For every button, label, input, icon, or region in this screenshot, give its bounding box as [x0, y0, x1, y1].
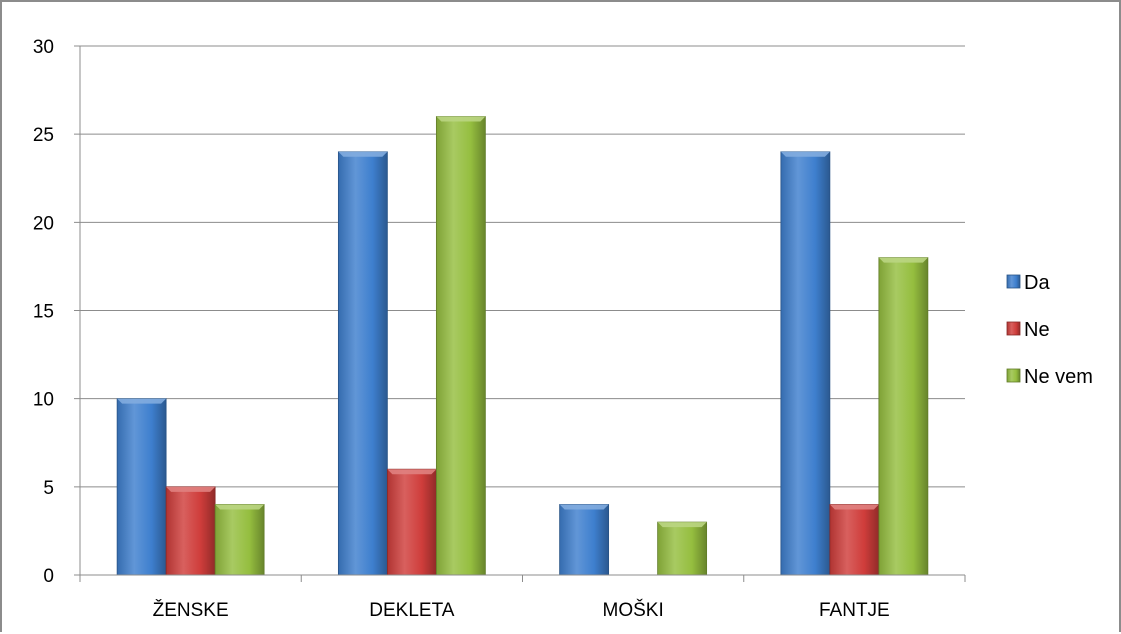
bar-fantje-da [780, 151, 831, 576]
legend-label-ne-vem: Ne vem [1024, 366, 1093, 388]
x-tick-label: DEKLETA [369, 600, 455, 621]
axes [79, 46, 966, 582]
bar-top-bevel [878, 257, 928, 263]
bar-top-bevel [215, 504, 265, 510]
x-tick-label: ŽENSKE [153, 599, 229, 621]
bar-top-bevel [338, 151, 388, 157]
legend-swatch-da [1006, 274, 1021, 289]
bar-top-bevel [166, 486, 216, 492]
legend: Da Ne Ne vem [1006, 272, 1093, 388]
x-tick-label: FANTJE [819, 600, 890, 621]
bar-top-bevel [829, 504, 879, 510]
y-tick-label: 5 [43, 478, 54, 499]
y-tick-label: 0 [43, 566, 54, 587]
legend-label-da: Da [1024, 272, 1050, 294]
bar-top-bevel [559, 504, 609, 510]
y-tick-label: 25 [33, 125, 54, 146]
bar-top-bevel [117, 398, 167, 404]
bar-zenske-ne-vem [214, 504, 265, 576]
x-axis-tick-labels: ŽENSKE DEKLETA MOŠKI FANTJE [153, 599, 890, 621]
bars [116, 116, 929, 576]
bar-moski-da [559, 504, 610, 576]
bar-dekleta-ne [386, 468, 437, 576]
y-tick-label: 15 [33, 302, 54, 323]
bar-top-bevel [657, 522, 707, 528]
bar-zenske-da [116, 398, 167, 576]
y-tick-label: 10 [33, 390, 54, 411]
legend-label-ne: Ne [1024, 319, 1050, 341]
bar-dekleta-ne-vem [435, 116, 486, 576]
bar-zenske-ne [165, 486, 216, 576]
y-tick-label: 30 [33, 37, 54, 58]
gridlines [74, 45, 965, 576]
bar-top-bevel [387, 469, 437, 475]
bar-moski-ne-vem [657, 521, 708, 576]
bar-fantje-ne-vem [878, 257, 929, 576]
bar-fantje-ne [829, 504, 880, 576]
bar-top-bevel [780, 151, 830, 157]
legend-swatch-ne [1006, 321, 1021, 336]
bar-dekleta-da [337, 151, 388, 576]
bar-top-bevel [436, 116, 486, 122]
x-tick-label: MOŠKI [603, 599, 664, 621]
y-axis-tick-labels: 0 5 10 15 20 25 30 [33, 37, 54, 587]
legend-swatch-ne-vem [1006, 368, 1021, 383]
y-tick-label: 20 [33, 213, 54, 234]
